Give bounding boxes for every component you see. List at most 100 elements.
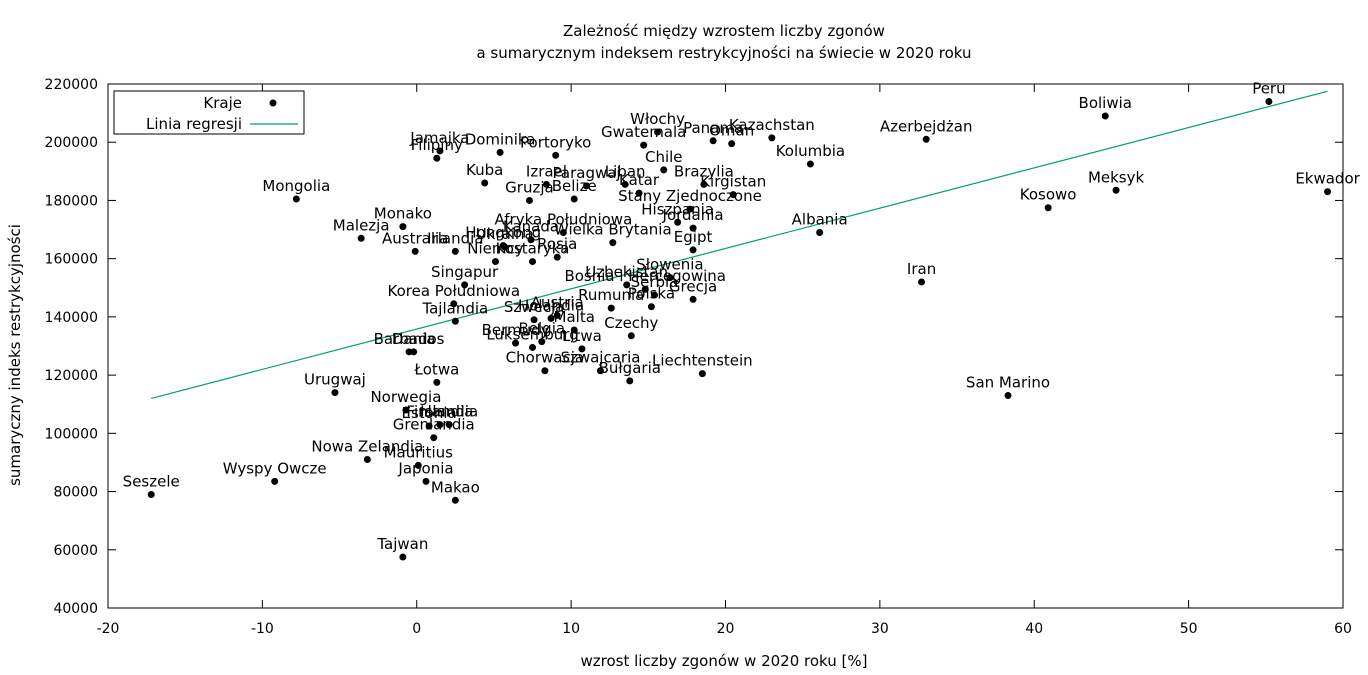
point-label: Irlandia (427, 229, 483, 247)
data-point (674, 218, 682, 226)
data-point (922, 135, 930, 143)
data-point (583, 182, 591, 190)
data-point (596, 367, 604, 375)
data-point (621, 180, 629, 188)
y-tick-label: 40000 (53, 601, 98, 617)
point-label: Panama (683, 119, 743, 137)
y-tick-label: 180000 (45, 193, 98, 209)
point-label: Wielka Brytania (554, 221, 672, 239)
point-label: Finlandia (406, 403, 473, 421)
data-point (433, 154, 441, 162)
data-point (623, 281, 631, 289)
point-label: Filipiny (411, 136, 463, 154)
data-point (686, 205, 694, 213)
data-point (450, 300, 458, 308)
data-point (1004, 391, 1012, 399)
data-point (433, 378, 441, 386)
point-label: Islandia (420, 403, 478, 421)
y-tick-label: 60000 (53, 543, 98, 559)
point-label: Makao (431, 478, 480, 496)
data-point (331, 389, 339, 397)
country-points (147, 97, 1332, 561)
data-point (626, 377, 634, 385)
point-label: Gruzja (505, 178, 554, 196)
point-label: Seszele (123, 472, 180, 490)
legend-marker-kraje (269, 99, 277, 107)
data-point (689, 224, 697, 232)
y-tick-label: 80000 (53, 485, 98, 501)
data-point (430, 434, 438, 442)
data-point (641, 285, 649, 293)
data-point (292, 195, 300, 203)
y-tick-label: 120000 (45, 368, 98, 384)
point-label: Włochy (630, 110, 685, 128)
data-point (768, 134, 776, 142)
regression-line (151, 90, 1328, 399)
point-label: Barbados (374, 330, 445, 348)
data-point (607, 304, 615, 312)
data-point (399, 553, 407, 561)
chart-title-line-1: Zależność między wzrostem liczby zgonów (563, 22, 885, 40)
data-point (666, 274, 674, 282)
point-label: Wyspy Owcze (223, 459, 327, 477)
point-label: Australia (382, 229, 448, 247)
x-tick-label: 30 (871, 621, 889, 637)
point-label: Dominika (465, 130, 536, 148)
point-label: Belgia (519, 320, 566, 338)
plot-frame (107, 83, 1344, 609)
data-point (414, 461, 422, 469)
point-label: Rumunia (578, 286, 644, 304)
point-label: Boliwia (1079, 94, 1132, 112)
point-label: Meksyk (1088, 168, 1145, 186)
point-label: Kanada (503, 218, 559, 236)
point-label: Szwajcaria (560, 349, 640, 367)
point-label: Rosja (537, 235, 577, 253)
point-label: Monako (374, 205, 432, 223)
x-tick-label: 60 (1334, 621, 1352, 637)
data-point (399, 223, 407, 231)
point-label: Polska (628, 285, 675, 303)
point-label: Tajwan (376, 535, 428, 553)
x-tick-label: 50 (1180, 621, 1198, 637)
data-point (451, 496, 459, 504)
data-point (363, 456, 371, 464)
point-label: Czechy (604, 314, 658, 332)
y-tick-label: 140000 (45, 310, 98, 326)
point-label: Łotwa (413, 360, 459, 378)
data-point (553, 311, 561, 319)
point-label: Urugwaj (304, 371, 366, 389)
data-point (410, 348, 418, 356)
data-point (357, 234, 365, 242)
data-point (689, 295, 697, 303)
data-point (425, 422, 433, 430)
x-axis-title: wzrost liczby zgonów w 2020 roku [%] (581, 652, 868, 670)
data-point (445, 421, 453, 429)
x-tick-label: 40 (1025, 621, 1043, 637)
y-axis-title: sumaryczny indeks restrykcyjności (6, 224, 24, 486)
data-point (538, 338, 546, 346)
point-label: Iran (907, 260, 936, 278)
point-label: Gwatemala (601, 123, 686, 141)
data-point (271, 477, 279, 485)
point-label: Kolumbia (776, 142, 845, 160)
data-point (529, 258, 537, 266)
data-point (709, 137, 717, 145)
point-label: Paragwaj (553, 164, 621, 182)
point-label: Grecja (669, 277, 717, 295)
data-point (530, 316, 538, 324)
point-label: Liechtenstein (652, 352, 753, 370)
legend-label-kraje: Kraje (203, 94, 242, 112)
point-label: Słowenia (636, 256, 703, 274)
point-label: Kostaryka (496, 240, 570, 258)
point-label: Tajlandia (421, 299, 488, 317)
x-tick-label: 10 (562, 621, 580, 637)
chart-title: Zależność między wzrostem liczby zgonów … (476, 22, 971, 62)
x-tick-label: -10 (251, 621, 274, 637)
data-point (1101, 112, 1109, 120)
data-point (552, 151, 560, 159)
legend-box (113, 90, 305, 135)
data-point (1112, 186, 1120, 194)
data-point (553, 253, 561, 261)
point-label: Albania (792, 210, 848, 228)
